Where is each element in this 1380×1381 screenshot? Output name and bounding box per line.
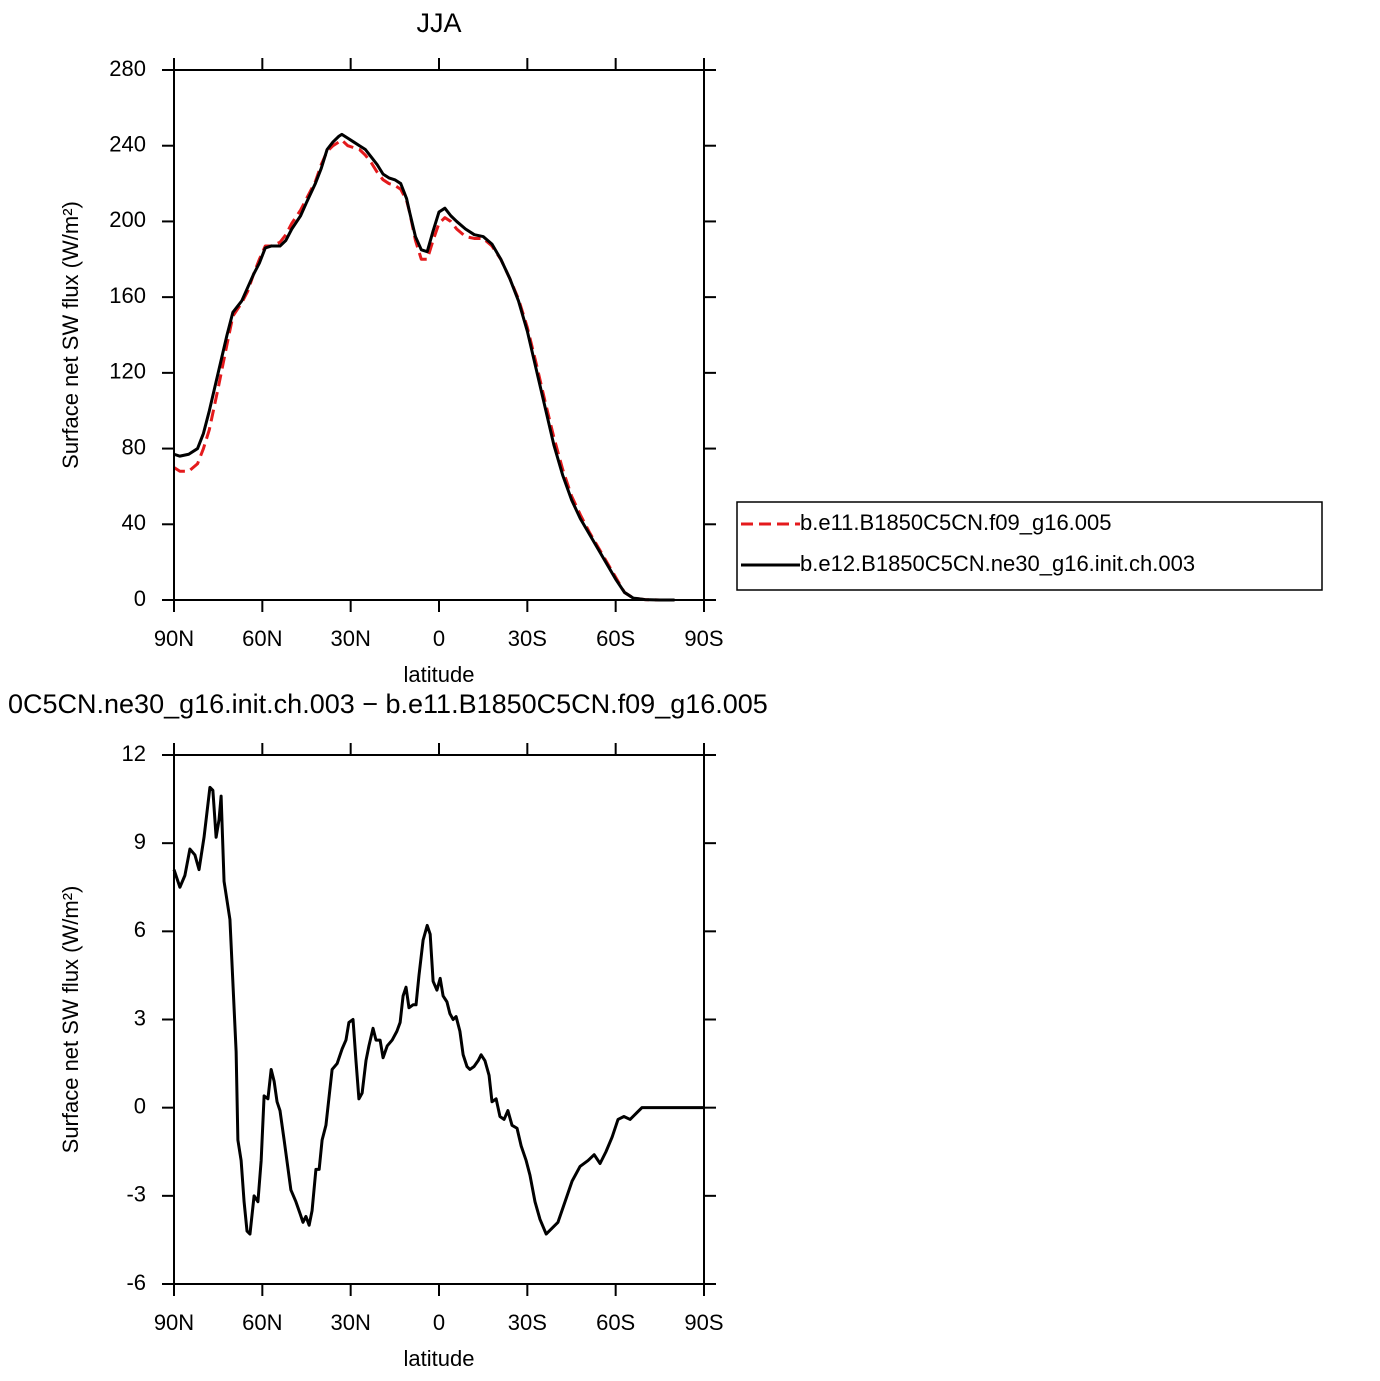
x-tick-label: 30N <box>330 626 370 651</box>
x-tick-label: 0 <box>433 1310 445 1335</box>
legend-label: b.e12.B1850C5CN.ne30_g16.init.ch.003 <box>800 551 1195 576</box>
x-tick-label: 90N <box>154 1310 194 1335</box>
x-tick-label: 60S <box>596 1310 635 1335</box>
x-tick-label: 60S <box>596 626 635 651</box>
y-tick-label: -3 <box>126 1182 146 1207</box>
y-axis-label: Surface net SW flux (W/m²) <box>58 886 83 1154</box>
chart-title: JJA <box>416 8 461 38</box>
plot-frame <box>173 754 705 1285</box>
x-tick-label: 30S <box>508 1310 547 1335</box>
plot-frame <box>173 69 705 601</box>
x-tick-label: 0 <box>433 626 445 651</box>
x-axis-label: latitude <box>404 662 475 687</box>
y-tick-label: 12 <box>122 741 146 766</box>
legend-box <box>736 501 1323 591</box>
y-tick-label: 0 <box>134 1093 146 1118</box>
y-tick-label: 9 <box>134 829 146 854</box>
x-tick-label: 60N <box>242 1310 282 1335</box>
x-tick-label: 90N <box>154 626 194 651</box>
y-tick-label: 6 <box>134 917 146 942</box>
y-tick-label: -6 <box>126 1270 146 1295</box>
y-tick-label: 120 <box>109 359 146 384</box>
chart-title: 0C5CN.ne30_g16.init.ch.003 − b.e11.B1850… <box>8 689 768 719</box>
y-tick-label: 240 <box>109 132 146 157</box>
legend-label: b.e11.B1850C5CN.f09_g16.005 <box>800 510 1112 535</box>
y-tick-label: 200 <box>109 207 146 232</box>
x-tick-label: 30S <box>508 626 547 651</box>
y-tick-label: 40 <box>122 510 146 535</box>
y-tick-label: 280 <box>109 56 146 81</box>
y-tick-label: 80 <box>122 434 146 459</box>
x-tick-label: 30N <box>330 1310 370 1335</box>
x-axis-label: latitude <box>404 1346 475 1371</box>
x-tick-label: 90S <box>684 626 723 651</box>
data-line <box>172 785 704 1236</box>
x-tick-label: 60N <box>242 626 282 651</box>
data-line <box>173 132 675 602</box>
y-tick-label: 3 <box>134 1005 146 1030</box>
x-tick-label: 90S <box>684 1310 723 1335</box>
y-tick-label: 160 <box>109 283 146 308</box>
data-line <box>173 138 675 602</box>
y-tick-label: 0 <box>134 586 146 611</box>
y-axis-label: Surface net SW flux (W/m²) <box>58 201 83 469</box>
